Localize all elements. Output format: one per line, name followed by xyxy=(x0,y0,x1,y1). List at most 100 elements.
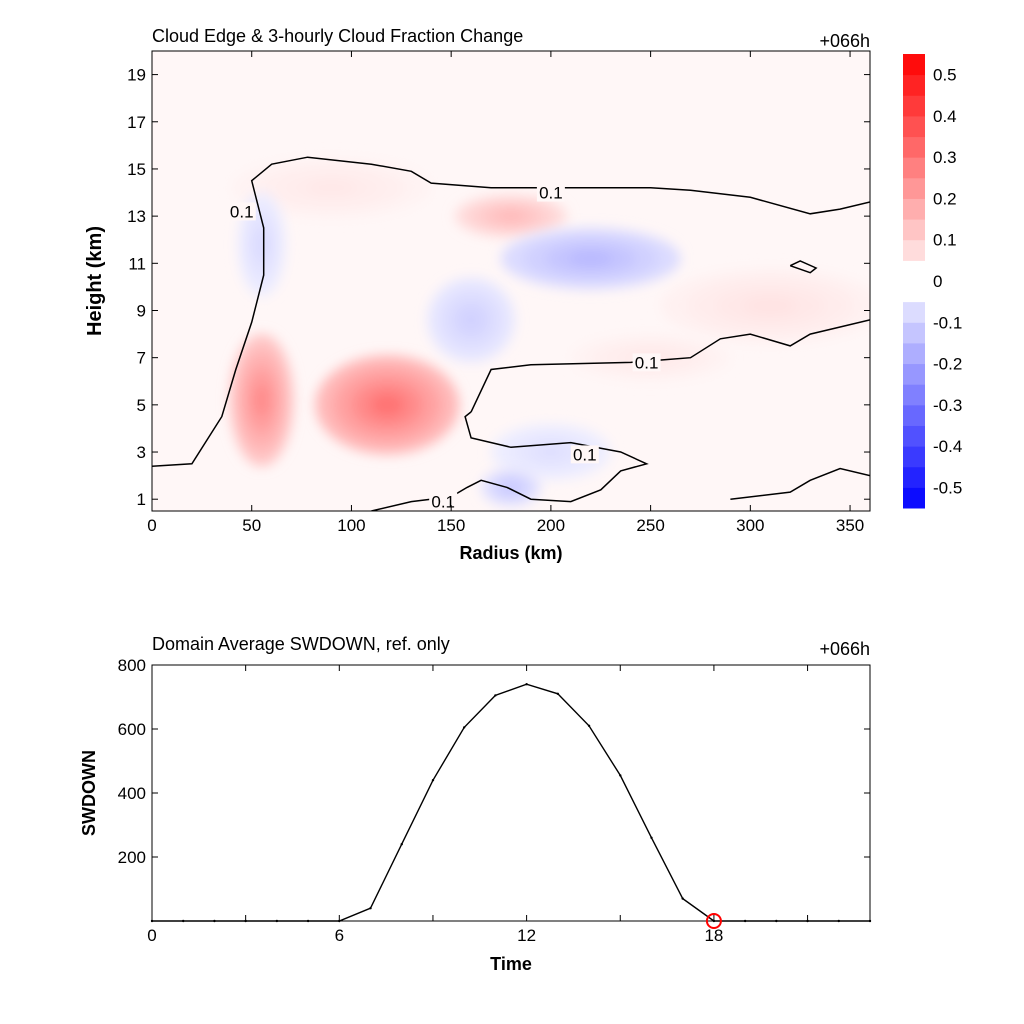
colorbar-swatch xyxy=(903,219,925,241)
swdown-point xyxy=(650,836,653,839)
colorbar-swatch xyxy=(903,301,925,323)
swdown-point xyxy=(775,919,778,923)
colorbar-swatch xyxy=(903,136,925,158)
colorbar-swatch xyxy=(903,198,925,220)
contour-labels: 0.1 0.1 0.1 0.1 0.1 xyxy=(227,183,661,512)
colorbar-swatch xyxy=(903,157,925,179)
line-series xyxy=(150,683,872,929)
colorbar-swatch xyxy=(903,260,925,303)
y-tick-label: 3 xyxy=(137,443,146,462)
swdown-point xyxy=(587,724,591,727)
heatmap-cell-band xyxy=(568,250,614,267)
line-time-label: +066h xyxy=(819,639,870,659)
heatmap-title: Cloud Edge & 3-hourly Cloud Fraction Cha… xyxy=(152,26,523,46)
line-panel: Domain Average SWDOWN, ref. only +066h 0… xyxy=(79,634,872,974)
heatmap-cell-band xyxy=(742,296,798,316)
colorbar-tick-label: -0.1 xyxy=(933,313,962,332)
x-tick-label: 150 xyxy=(437,516,465,535)
contour-label-bg xyxy=(570,445,599,464)
y-tick-label: 17 xyxy=(127,113,146,132)
y-tick-label: 9 xyxy=(137,301,146,320)
swdown-point xyxy=(338,919,341,923)
heatmap-x-axis-label: Radius (km) xyxy=(459,543,562,563)
heatmap-cell-band xyxy=(535,444,566,460)
colorbar-tick-label: 0.5 xyxy=(933,66,957,85)
colorbar-swatch xyxy=(903,115,925,138)
line-title: Domain Average SWDOWN, ref. only xyxy=(152,634,450,654)
line-y-axis-label: SWDOWN xyxy=(79,750,99,836)
y-tick-label: 5 xyxy=(137,396,146,415)
swdown-point xyxy=(213,919,216,923)
x-tick-label: 6 xyxy=(335,926,344,945)
contour-line xyxy=(730,467,870,500)
contour-label-bg xyxy=(227,202,256,221)
y-tick-label: 19 xyxy=(127,66,146,85)
colorbar-swatch xyxy=(903,384,925,406)
heatmap-x-ticks: 0 50 100 150 200 250 300 350 xyxy=(147,51,864,535)
y-tick-label: 7 xyxy=(137,349,146,368)
heatmap-fields xyxy=(229,157,870,507)
swdown-point xyxy=(837,919,840,923)
swdown-point xyxy=(868,919,872,923)
colorbar-swatch xyxy=(903,177,925,199)
current-time-marker xyxy=(705,913,722,929)
heatmap-feature-positive xyxy=(660,268,870,344)
contour-label: 0.1 xyxy=(431,493,455,512)
y-tick-label: 11 xyxy=(128,254,146,273)
heatmap-frame xyxy=(151,50,871,512)
contour-label-bg xyxy=(632,353,661,372)
colorbar-tick-label: 0 xyxy=(933,272,942,291)
swdown-point xyxy=(743,919,747,923)
line-x-ticks: 0 6 12 18 xyxy=(147,665,809,945)
contour-label: 0.1 xyxy=(539,184,563,203)
contour-label: 0.1 xyxy=(230,202,254,221)
colorbar-swatch xyxy=(903,363,925,385)
heatmap-feature-positive xyxy=(231,157,432,219)
heatmap-feature-negative xyxy=(481,468,541,507)
contour-line xyxy=(789,260,818,274)
colorbar-tick-label: -0.5 xyxy=(933,478,962,497)
x-tick-label: 18 xyxy=(704,926,723,945)
contour-label-bg xyxy=(536,183,565,202)
x-tick-label: 250 xyxy=(636,516,664,535)
colorbar: -0.5 -0.4 -0.3 -0.2 -0.1 0 0.1 0.2 0.3 0.4 0.5 xyxy=(903,54,962,509)
contour-label: 0.1 xyxy=(635,353,659,372)
swdown-point xyxy=(182,919,185,923)
swdown-point xyxy=(681,897,684,900)
y-tick-label: 13 xyxy=(127,207,146,226)
colorbar-swatch xyxy=(903,95,925,117)
heatmap-cell-band xyxy=(306,180,357,196)
heatmap-feature-positive xyxy=(455,194,567,238)
x-tick-label: 300 xyxy=(736,516,764,535)
colorbar-tick-label: 0.2 xyxy=(933,189,957,208)
colorbar-tick-label: -0.2 xyxy=(933,355,962,374)
x-tick-label: 200 xyxy=(537,516,565,535)
colorbar-tick-label: -0.4 xyxy=(933,437,962,456)
heatmap-cell-band xyxy=(369,392,406,418)
heatmap-feature-positive xyxy=(229,334,294,467)
colorbar-swatch xyxy=(903,404,925,426)
colorbar-tick-label: -0.3 xyxy=(933,396,962,415)
colorbar-swatch xyxy=(903,487,925,509)
line-x-axis-label: Time xyxy=(490,954,532,974)
swdown-point xyxy=(431,779,435,782)
x-tick-label: 0 xyxy=(147,926,156,945)
swdown-point xyxy=(494,694,497,697)
heatmap-feature-negative xyxy=(427,277,515,363)
swdown-line xyxy=(152,683,870,922)
y-tick-label: 200 xyxy=(118,848,146,867)
heatmap-cell-band xyxy=(497,210,525,222)
colorbar-swatch xyxy=(903,446,925,468)
swdown-point xyxy=(244,919,247,923)
swdown-point xyxy=(150,919,154,923)
colorbar-tick-label: 0.4 xyxy=(933,107,957,126)
contour-label-bg xyxy=(429,492,458,511)
x-tick-label: 0 xyxy=(147,516,156,535)
contour-line xyxy=(152,156,870,467)
colorbar-swatch xyxy=(903,322,925,344)
colorbar-swatch xyxy=(903,54,925,76)
swdown-point xyxy=(275,919,279,923)
heatmap-feature-positive xyxy=(315,355,460,455)
